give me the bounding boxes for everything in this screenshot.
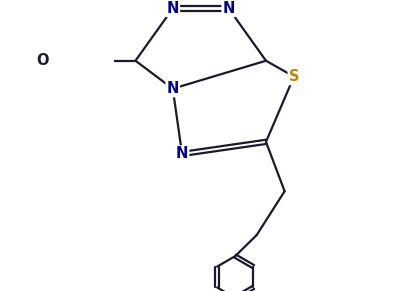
- Text: N: N: [166, 1, 178, 16]
- Text: N: N: [222, 1, 234, 16]
- Text: O: O: [36, 53, 48, 68]
- Text: S: S: [288, 69, 299, 84]
- Text: N: N: [176, 146, 188, 162]
- Text: N: N: [166, 81, 178, 96]
